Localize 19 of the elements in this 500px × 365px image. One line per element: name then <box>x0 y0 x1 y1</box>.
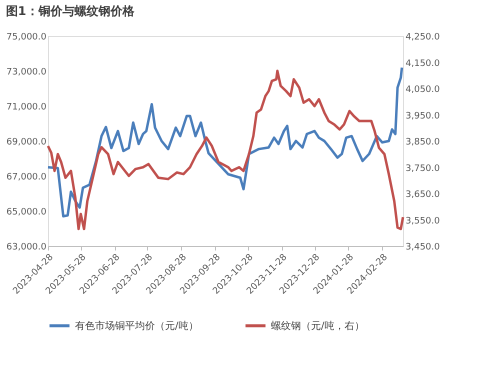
y-tick-label: 65,000.0 <box>6 208 47 218</box>
legend-label: 有色市场铜平均价（元/吨） <box>75 320 198 332</box>
y2-tick-label: 4,150.0 <box>406 58 440 69</box>
y2-tick-label: 3,450.0 <box>406 242 440 252</box>
y-tick-label: 67,000.0 <box>6 172 47 182</box>
y-tick-label: 73,000.0 <box>6 68 47 78</box>
y-tick-label: 75,000.0 <box>6 32 47 42</box>
y-tick-label: 71,000.0 <box>6 102 47 112</box>
y2-tick-label: 3,650.0 <box>406 190 440 200</box>
y2-tick-label: 4,250.0 <box>406 32 440 42</box>
y2-tick-label: 4,050.0 <box>406 85 440 95</box>
legend-label: 螺纹钢（元/吨，右） <box>271 320 364 332</box>
y2-tick-label: 3,850.0 <box>406 138 440 148</box>
y2-tick-label: 3,950.0 <box>406 111 440 122</box>
y2-tick-label: 3,550.0 <box>406 216 440 226</box>
y-tick-label: 69,000.0 <box>6 138 47 148</box>
y-tick-label: 63,000.0 <box>6 242 47 252</box>
y2-tick-label: 3,750.0 <box>406 164 440 174</box>
chart-title: 图1：铜价与螺纹钢价格 <box>6 4 136 18</box>
